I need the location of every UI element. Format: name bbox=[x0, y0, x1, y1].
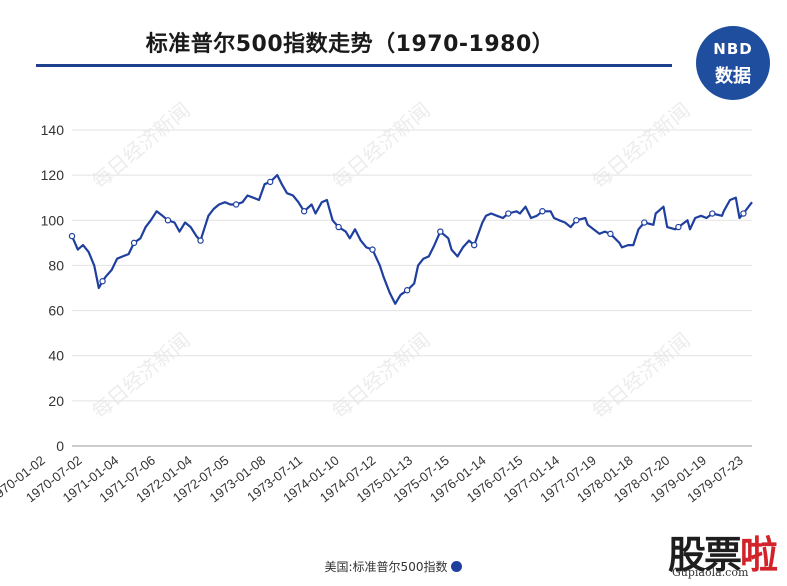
logo-text-top: NBD bbox=[713, 40, 753, 58]
logo-text-bottom: 数据 bbox=[715, 66, 751, 87]
y-tick-label: 20 bbox=[48, 393, 64, 409]
chart-title: 标准普尔500指数走势（1970-1980） bbox=[145, 32, 555, 57]
y-tick-label: 100 bbox=[41, 212, 65, 228]
data-point bbox=[369, 246, 376, 253]
data-point bbox=[335, 223, 342, 231]
legend-marker bbox=[451, 561, 463, 572]
data-point bbox=[164, 217, 172, 224]
data-point bbox=[130, 239, 138, 247]
y-tick-label: 40 bbox=[48, 348, 64, 364]
brand-part1: 股票 bbox=[668, 532, 742, 577]
series-line bbox=[70, 174, 753, 305]
x-axis-tick-labels: 1970-01-021970-07-021971-01-041971-07-06… bbox=[0, 453, 746, 506]
data-point bbox=[675, 223, 682, 231]
nbd-logo: NBD 数据 bbox=[696, 26, 770, 100]
data-point bbox=[573, 217, 580, 224]
data-point bbox=[197, 237, 204, 244]
gupiaola-logo: 股票啦 bbox=[668, 524, 778, 579]
y-tick-label: 60 bbox=[48, 303, 64, 319]
brand-part2: 啦 bbox=[740, 532, 778, 577]
data-point bbox=[641, 219, 648, 226]
data-point bbox=[505, 210, 512, 217]
title-underline bbox=[36, 64, 672, 67]
data-point bbox=[437, 228, 444, 235]
data-point bbox=[607, 230, 614, 238]
data-point bbox=[539, 208, 546, 215]
series-group bbox=[68, 174, 753, 305]
legend-label: 美国:标准普尔500指数 bbox=[324, 560, 448, 574]
grid-lines bbox=[72, 129, 752, 402]
y-tick-label: 120 bbox=[41, 167, 65, 183]
y-axis-tick-labels: 0 20 40 60 80 100 120 140 bbox=[41, 122, 65, 454]
data-point bbox=[471, 241, 478, 249]
data-point bbox=[300, 208, 308, 215]
data-point bbox=[403, 287, 411, 294]
data-point bbox=[232, 201, 240, 208]
legend: 美国:标准普尔500指数 bbox=[0, 558, 787, 575]
data-point bbox=[740, 210, 747, 217]
y-tick-label: 0 bbox=[56, 438, 64, 454]
data-point bbox=[99, 278, 106, 285]
brand-url: Gupiaola.com bbox=[672, 566, 749, 579]
data-point bbox=[709, 210, 716, 217]
data-point bbox=[68, 232, 76, 240]
y-tick-label: 140 bbox=[41, 122, 65, 138]
y-tick-label: 80 bbox=[48, 257, 64, 273]
data-point bbox=[267, 178, 274, 186]
